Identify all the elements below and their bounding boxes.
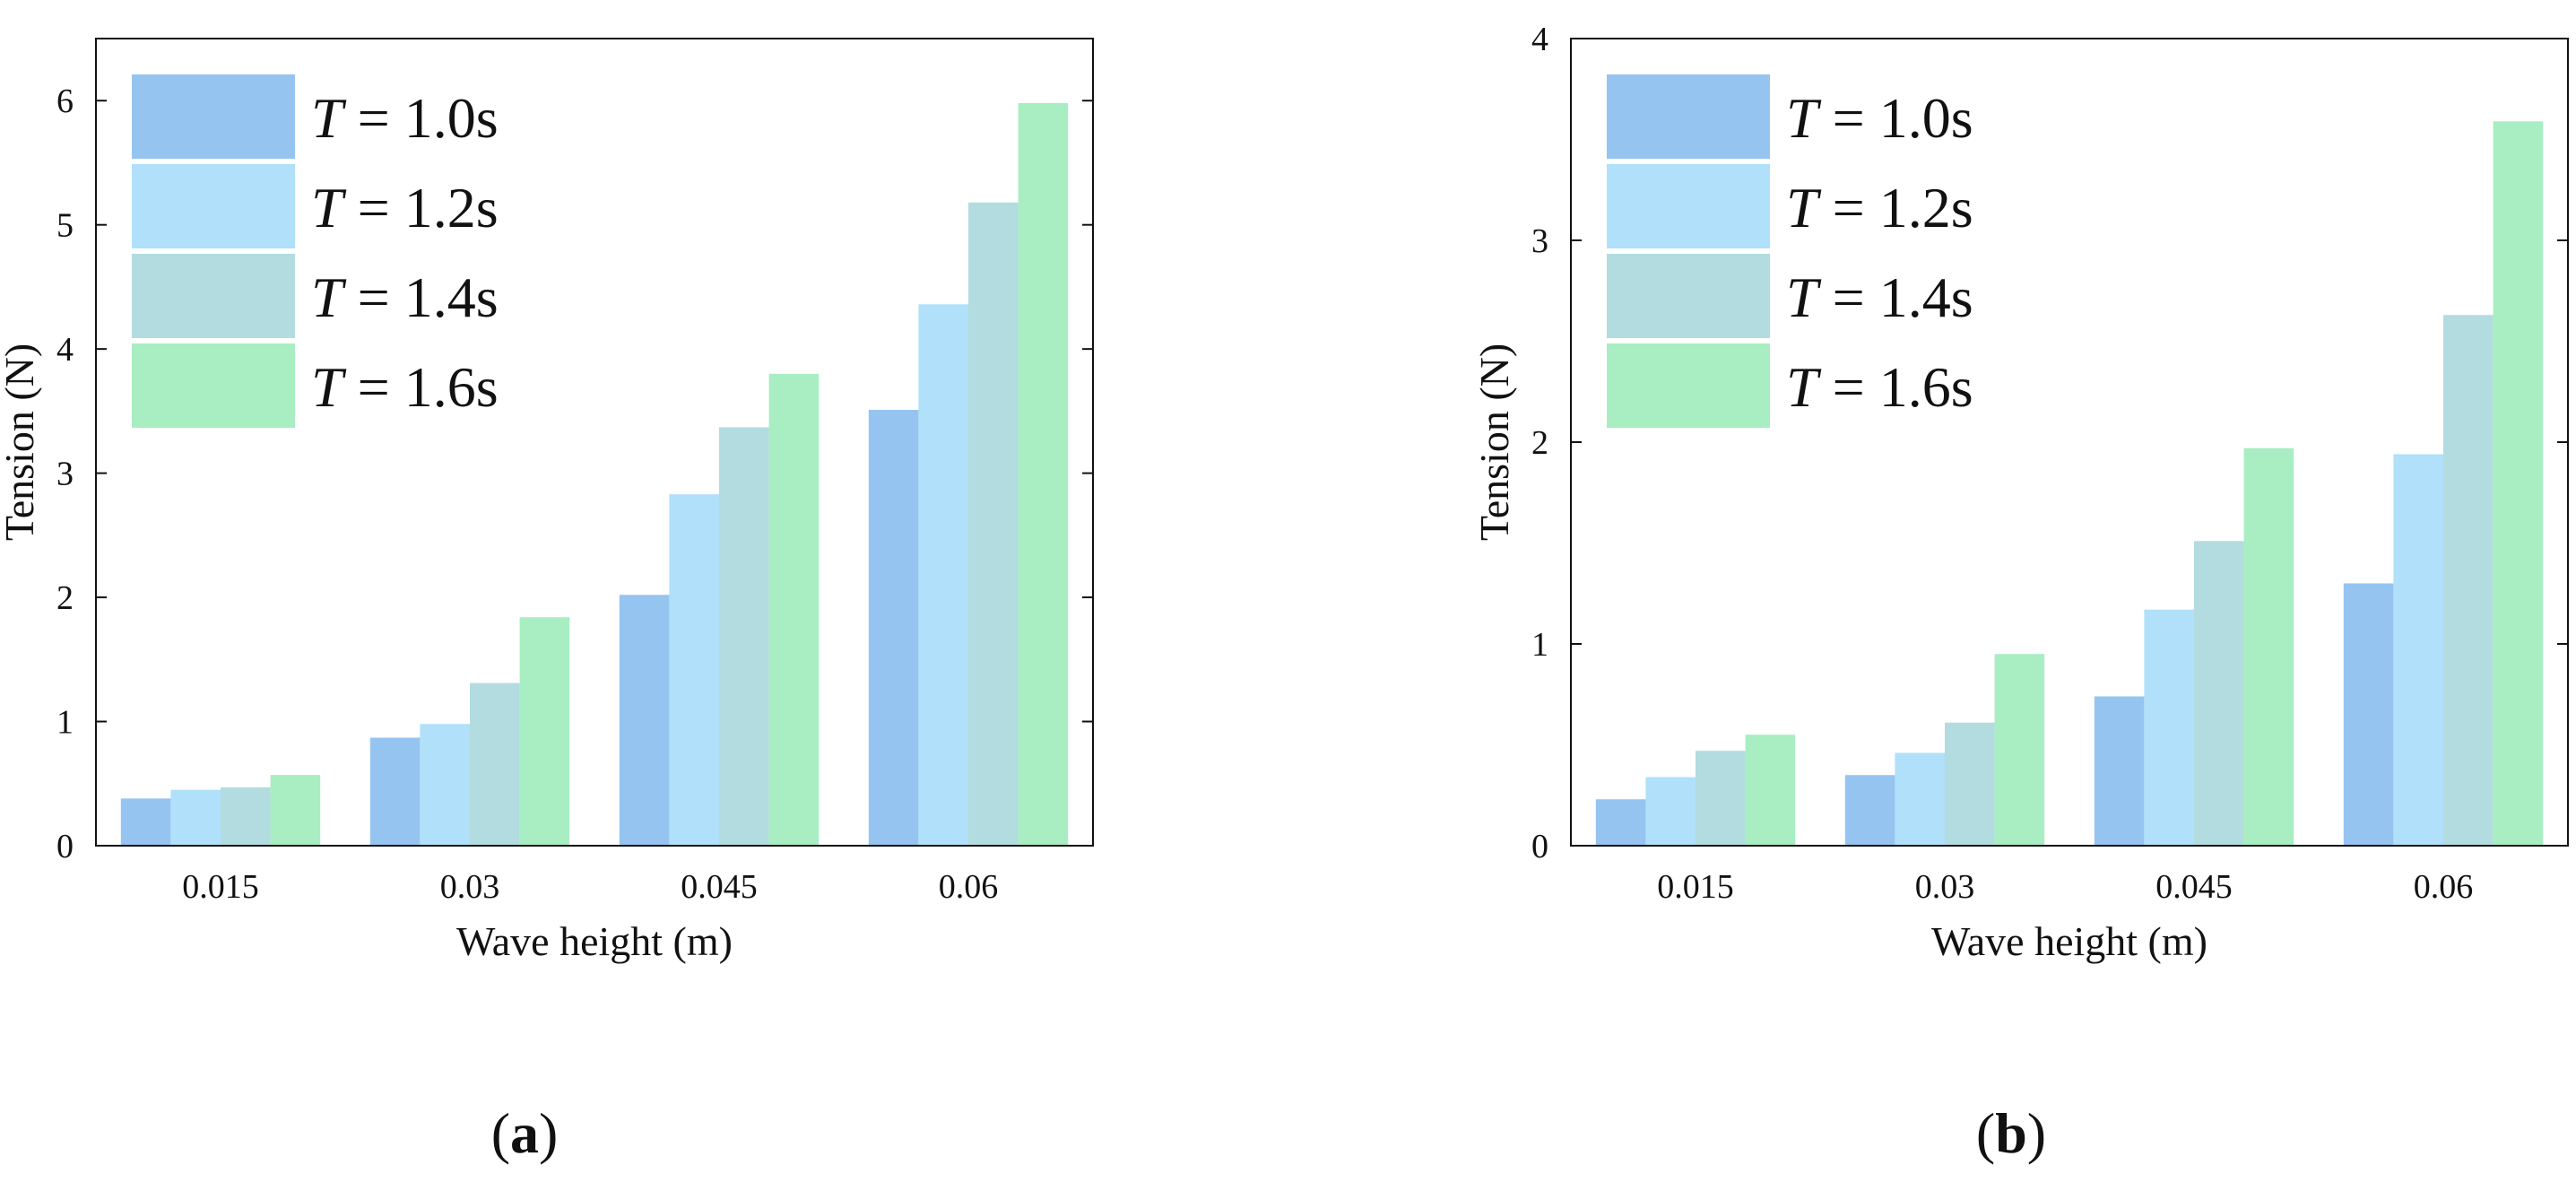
bar-a-s3-0.06 bbox=[968, 202, 1019, 846]
y-tick-label: 2 bbox=[1531, 424, 1548, 462]
bar-a-s3-0.03 bbox=[470, 682, 520, 846]
y-tick-label: 1 bbox=[1531, 626, 1548, 664]
bar-a-s4-0.015 bbox=[270, 775, 321, 846]
chart-panel-a: 0 1 2 3 4 5 6 0.015 0.03 0.045 0.06 Wave height (m)… bbox=[0, 38, 1094, 1165]
y-tick-label: 4 bbox=[1531, 21, 1548, 58]
bar-a-s1-0.045 bbox=[619, 595, 670, 846]
bar-b-s1-0.045 bbox=[2094, 696, 2145, 846]
bar-b-s3-0.06 bbox=[2443, 315, 2494, 846]
legend-label: T = 1.4s bbox=[1786, 265, 1973, 329]
bar-a-s3-0.045 bbox=[719, 427, 769, 846]
y-tick-label: 0 bbox=[56, 828, 74, 865]
panel-caption: (b) bbox=[1976, 1101, 2046, 1165]
bar-a-s2-0.06 bbox=[918, 304, 968, 846]
bar-b-s2-0.045 bbox=[2144, 609, 2194, 846]
bar-b-s4-0.015 bbox=[1745, 734, 1796, 846]
legend-swatch bbox=[1607, 254, 1770, 338]
legend-label: T = 1.4s bbox=[311, 265, 499, 329]
bar-b-s4-0.06 bbox=[2493, 121, 2544, 846]
x-tick-label: 0.045 bbox=[681, 868, 758, 906]
x-tick-label: 0.03 bbox=[1915, 868, 1975, 906]
x-axis-label: Wave height (m) bbox=[1931, 918, 2207, 964]
y-tick-label: 6 bbox=[56, 83, 74, 120]
bar-a-s2-0.045 bbox=[669, 494, 719, 846]
bar-b-s1-0.03 bbox=[1844, 775, 1895, 846]
x-tick-label: 0.015 bbox=[182, 868, 259, 906]
bar-a-s2-0.03 bbox=[420, 724, 470, 846]
x-tick-label: 0.015 bbox=[1657, 868, 1734, 906]
legend-swatch bbox=[132, 254, 295, 338]
legend-swatch bbox=[132, 74, 295, 159]
legend-swatch bbox=[132, 343, 295, 428]
bar-a-s4-0.045 bbox=[768, 373, 820, 847]
legend-label: T = 1.0s bbox=[1786, 86, 1973, 150]
legend-label: T = 1.2s bbox=[311, 176, 499, 239]
x-tick-label: 0.03 bbox=[440, 868, 500, 906]
x-axis-label: Wave height (m) bbox=[456, 918, 733, 964]
legend-label: T = 1.0s bbox=[311, 86, 499, 150]
bar-b-s4-0.03 bbox=[1994, 654, 2045, 846]
panel-caption: (a) bbox=[491, 1101, 559, 1165]
bar-a-s1-0.06 bbox=[868, 410, 919, 846]
legend-label: T = 1.6s bbox=[311, 355, 499, 419]
y-tick-label: 4 bbox=[56, 331, 74, 369]
y-axis-label: Tension (N) bbox=[0, 343, 42, 541]
legend-swatch bbox=[1607, 343, 1770, 428]
bar-b-s3-0.045 bbox=[2194, 541, 2244, 846]
bar-b-s2-0.06 bbox=[2393, 454, 2443, 846]
chart-panel-b: 0 1 2 3 4 0.015 0.03 0.045 0.06 Wave height (m) Te… bbox=[1471, 21, 2569, 1165]
legend-swatch bbox=[1607, 74, 1770, 159]
bar-b-s2-0.03 bbox=[1895, 752, 1945, 846]
legend-label: T = 1.6s bbox=[1786, 355, 1973, 419]
legend-label: T = 1.2s bbox=[1786, 176, 1973, 239]
y-tick-label: 2 bbox=[56, 579, 74, 617]
bar-a-s2-0.015 bbox=[170, 789, 221, 846]
bar-a-s4-0.03 bbox=[519, 617, 570, 846]
x-tick-label: 0.06 bbox=[2414, 868, 2474, 906]
y-tick-label: 0 bbox=[1531, 828, 1548, 865]
bar-a-s1-0.03 bbox=[369, 737, 421, 846]
y-tick-label: 5 bbox=[56, 207, 74, 245]
bar-a-s1-0.015 bbox=[120, 798, 171, 846]
bar-b-s2-0.015 bbox=[1645, 777, 1696, 846]
bar-b-s4-0.045 bbox=[2243, 448, 2294, 846]
legend: T = 1.0s T = 1.2s T = 1.4s T = 1.6s bbox=[1607, 74, 1973, 428]
legend-swatch bbox=[1607, 164, 1770, 248]
y-tick-label: 1 bbox=[56, 704, 74, 742]
legend-swatch bbox=[132, 164, 295, 248]
x-tick-label: 0.06 bbox=[939, 868, 999, 906]
y-axis-label: Tension (N) bbox=[1471, 343, 1517, 541]
plot-frame bbox=[95, 38, 1094, 847]
legend: T = 1.0s T = 1.2s T = 1.4s T = 1.6s bbox=[132, 74, 499, 428]
y-tick-label: 3 bbox=[1531, 222, 1548, 260]
bar-b-s3-0.03 bbox=[1945, 722, 1995, 846]
bar-b-s1-0.06 bbox=[2343, 583, 2394, 846]
bar-b-s1-0.015 bbox=[1595, 799, 1646, 846]
bar-a-s4-0.06 bbox=[1018, 103, 1069, 846]
y-tick-label: 3 bbox=[56, 456, 74, 493]
bar-a-s3-0.015 bbox=[221, 787, 271, 846]
bar-b-s3-0.015 bbox=[1696, 751, 1746, 846]
x-tick-label: 0.045 bbox=[2155, 868, 2233, 906]
